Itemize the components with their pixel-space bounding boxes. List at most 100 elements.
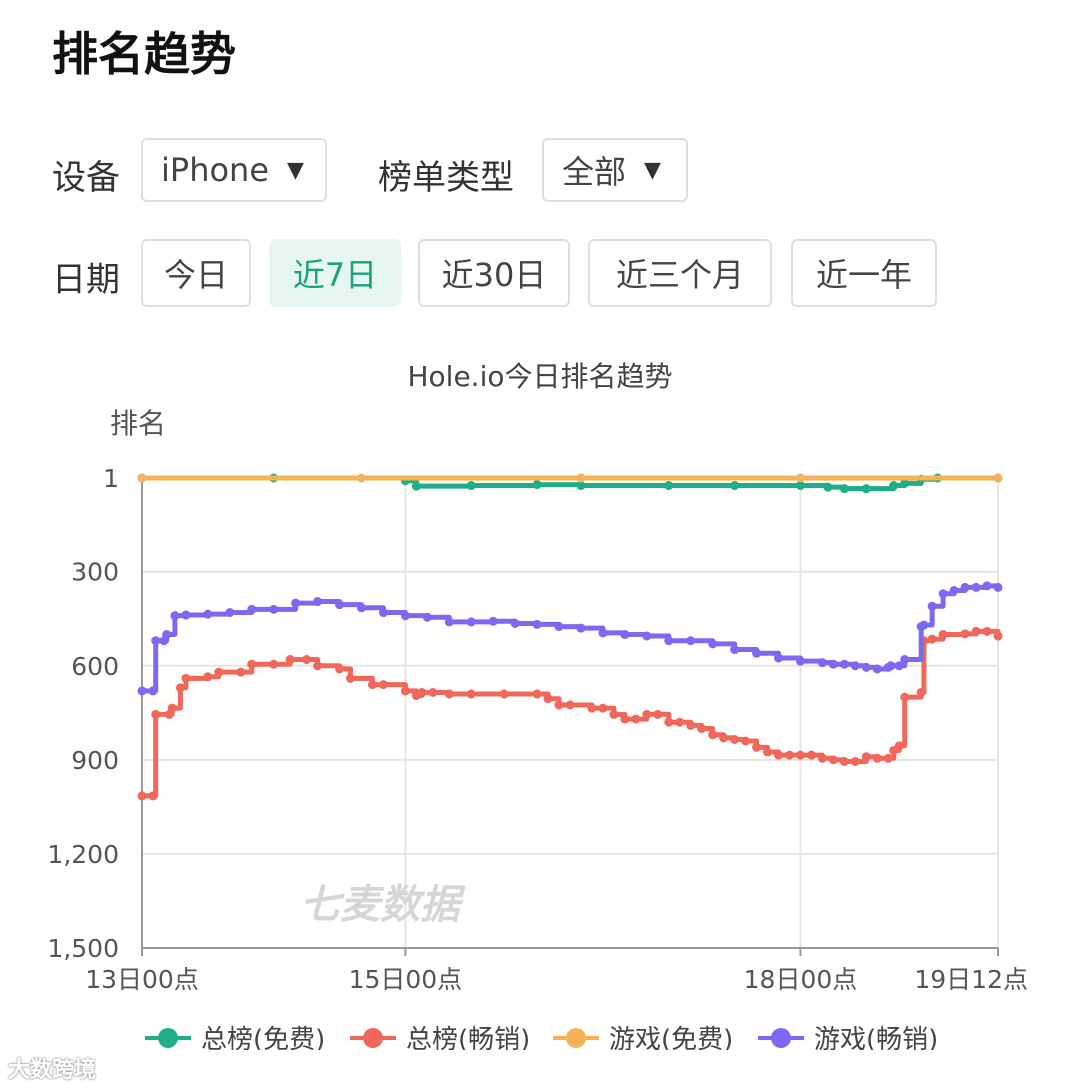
series-point-2 (175, 683, 185, 693)
series-point-2 (565, 700, 575, 710)
series-point-2 (313, 661, 323, 671)
series-point-1 (576, 481, 586, 491)
series-point-4 (378, 608, 388, 618)
page-title: 排名趋势 (52, 27, 236, 81)
list-type-label: 榜单类型 (378, 158, 514, 198)
device-dropdown[interactable]: iPhone ▼ (141, 138, 327, 202)
series-point-2 (752, 742, 762, 752)
legend-label: 游戏(免费) (609, 1025, 733, 1050)
y-tick-label: 1,500 (47, 934, 119, 963)
series-point-2 (346, 673, 356, 683)
series-point-1 (411, 481, 421, 491)
series-point-2 (839, 756, 849, 766)
series-point-2 (428, 687, 438, 697)
series-point-4 (203, 609, 213, 619)
series-point-3 (356, 473, 366, 483)
series-point-1 (795, 481, 805, 491)
y-tick-label: 1 (103, 464, 119, 493)
series-point-2 (181, 673, 191, 683)
series-point-2 (285, 655, 295, 665)
series-point-4 (576, 623, 586, 633)
series-point-2 (609, 709, 619, 719)
series-point-2 (367, 680, 377, 690)
series-point-2 (532, 689, 542, 699)
series-point-4 (664, 636, 674, 646)
series-point-2 (938, 629, 948, 639)
series-point-4 (466, 617, 476, 627)
series-point-2 (554, 700, 564, 710)
series-point-4 (730, 645, 740, 655)
series-point-4 (269, 604, 279, 614)
series-point-4 (181, 610, 191, 620)
series-point-2 (335, 664, 345, 674)
series-point-2 (993, 631, 1003, 641)
series-point-4 (960, 582, 970, 592)
series-point-2 (642, 709, 652, 719)
x-tick-label: 15日00点 (349, 965, 463, 994)
series-point-4 (861, 662, 871, 672)
series-point-2 (927, 634, 937, 644)
series-point-4 (752, 648, 762, 658)
series-point-4 (886, 661, 896, 671)
series-point-2 (236, 667, 246, 677)
series-point-4 (795, 656, 805, 666)
series-point-2 (763, 747, 773, 757)
date-option-1y[interactable]: 近一年 (791, 239, 937, 307)
series-point-4 (400, 611, 410, 621)
legend-marker (158, 1028, 178, 1048)
corner-watermark-logo: 大数跨境 (8, 1058, 97, 1083)
series-point-3 (576, 473, 586, 483)
series-point-4 (919, 620, 929, 630)
series-point-4 (510, 618, 520, 628)
series-point-2 (148, 791, 158, 801)
series-point-2 (675, 717, 685, 727)
series-point-2 (828, 755, 838, 765)
series-point-1 (889, 481, 899, 491)
series-point-4 (708, 639, 718, 649)
series-point-4 (554, 622, 564, 632)
legend-label: 游戏(畅销) (814, 1025, 938, 1050)
y-tick-label: 1,200 (47, 840, 119, 869)
device-dropdown-value: iPhone (161, 151, 270, 189)
series-point-2 (302, 655, 312, 665)
series-point-2 (167, 703, 177, 713)
series-point-2 (784, 750, 794, 760)
series-point-2 (861, 752, 871, 762)
date-option-7d[interactable]: 近7日 (269, 239, 401, 307)
series-point-2 (686, 720, 696, 730)
series-point-1 (861, 484, 871, 494)
series-point-2 (960, 629, 970, 639)
series-point-2 (378, 680, 388, 690)
series-point-2 (400, 686, 410, 696)
series-point-4 (488, 616, 498, 626)
series-point-4 (894, 661, 904, 671)
series-point-2 (247, 659, 257, 669)
series-point-4 (982, 581, 992, 591)
series-point-2 (598, 703, 608, 713)
date-option-3m[interactable]: 近三个月 (588, 239, 772, 307)
list-type-dropdown[interactable]: 全部 ▼ (542, 138, 688, 202)
date-label: 日期 (52, 260, 120, 300)
caret-down-icon: ▼ (287, 157, 304, 183)
y-tick-label: 900 (71, 746, 119, 775)
series-point-2 (620, 714, 630, 724)
series-point-2 (137, 791, 147, 801)
date-option-today[interactable]: 今日 (141, 239, 251, 307)
series-point-1 (664, 481, 674, 491)
series-point-4 (839, 659, 849, 669)
series-point-3 (993, 473, 1003, 483)
date-option-30d[interactable]: 近30日 (418, 239, 570, 307)
series-point-2 (971, 626, 981, 636)
series-point-2 (894, 741, 904, 751)
series-point-1 (532, 480, 542, 490)
series-point-4 (872, 664, 882, 674)
chart-watermark: 七麦数据 (300, 882, 466, 928)
series-point-4 (828, 659, 838, 669)
series-point-4 (686, 636, 696, 646)
series-point-4 (620, 629, 630, 639)
chart-title: Hole.io今日排名趋势 (407, 360, 672, 393)
legend-marker (363, 1028, 383, 1048)
x-tick-label: 18日00点 (744, 965, 858, 994)
series-point-4 (971, 582, 981, 592)
series-point-2 (916, 687, 926, 697)
